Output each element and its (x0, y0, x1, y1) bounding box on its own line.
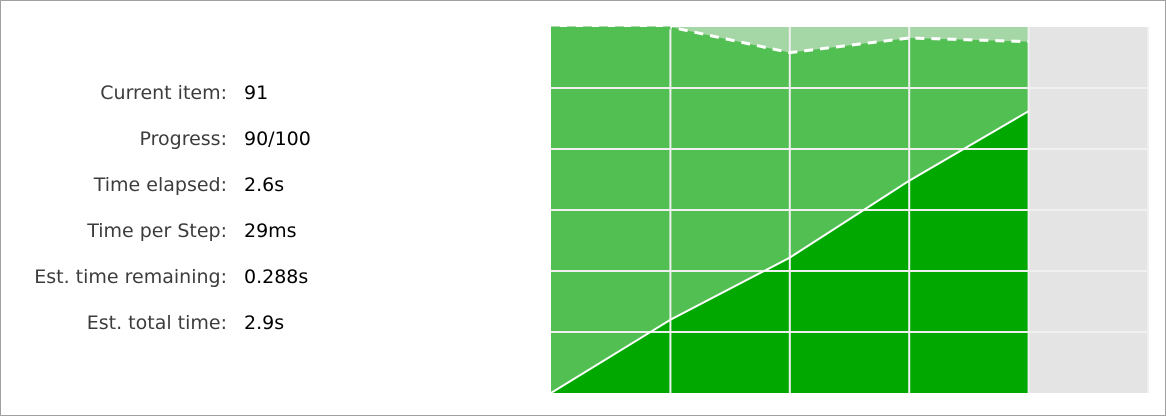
stat-label: Time elapsed: (93, 174, 227, 196)
stat-progress: Progress: 90/100 (0, 124, 330, 154)
progress-line (550, 110, 1030, 394)
stat-value: 90/100 (244, 128, 311, 150)
stat-value: 0.288s (244, 266, 309, 288)
rate-line (551, 25, 1029, 55)
stat-label: Est. time remaining: (34, 266, 227, 288)
stat-time-per-step: Time per Step: 29ms (0, 216, 330, 246)
stat-time-remaining: Est. time remaining: 0.288s (0, 262, 330, 292)
stat-label: Progress: (139, 128, 228, 150)
stat-label: Est. total time: (86, 312, 227, 334)
stat-time-elapsed: Time elapsed: 2.6s (0, 170, 330, 200)
stat-value: 2.6s (244, 174, 285, 196)
stat-label: Time per Step: (87, 220, 227, 242)
stat-value: 2.9s (244, 312, 285, 334)
stat-label: Current item: (100, 82, 227, 104)
stat-value: 91 (244, 82, 269, 104)
stat-total-time: Est. total time: 2.9s (0, 308, 330, 338)
stat-value: 29ms (244, 220, 297, 242)
stat-current-item: Current item: 91 (0, 78, 330, 108)
